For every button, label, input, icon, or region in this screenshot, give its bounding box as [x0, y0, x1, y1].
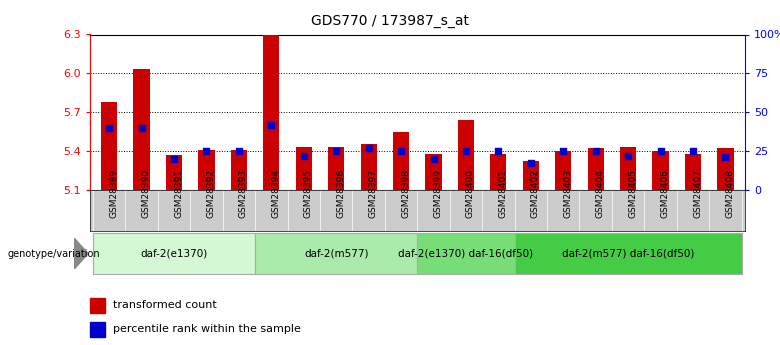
Bar	[90, 298, 105, 313]
Bar	[491, 154, 506, 190]
Bar	[587, 148, 604, 190]
Text: GSM28394: GSM28394	[271, 169, 280, 218]
Point	[686, 148, 699, 154]
Bar	[263, 34, 279, 190]
Point	[168, 156, 180, 161]
Text: GSM28403: GSM28403	[563, 169, 573, 218]
Text: GSM28406: GSM28406	[661, 169, 669, 218]
Bar	[328, 147, 344, 190]
Text: GSM28408: GSM28408	[725, 169, 735, 218]
Bar	[296, 147, 312, 190]
Text: percentile rank within the sample: percentile rank within the sample	[113, 325, 301, 334]
Bar	[425, 154, 441, 190]
FancyBboxPatch shape	[93, 233, 255, 274]
Text: genotype/variation: genotype/variation	[8, 249, 101, 258]
Polygon shape	[74, 238, 88, 269]
Point	[459, 148, 472, 154]
Point	[265, 122, 278, 127]
FancyBboxPatch shape	[417, 233, 515, 274]
Text: GSM28392: GSM28392	[207, 169, 215, 218]
Bar	[652, 151, 668, 190]
Point	[557, 148, 569, 154]
Text: GSM28398: GSM28398	[401, 169, 410, 218]
Text: GSM28393: GSM28393	[239, 169, 248, 218]
Text: GSM28391: GSM28391	[174, 169, 183, 218]
Text: GSM28400: GSM28400	[466, 169, 475, 218]
Text: GSM28399: GSM28399	[434, 169, 442, 218]
Bar	[685, 154, 701, 190]
Text: GSM28402: GSM28402	[531, 169, 540, 218]
Text: GSM28407: GSM28407	[693, 169, 702, 218]
Text: daf-2(e1370): daf-2(e1370)	[140, 249, 207, 258]
Bar	[231, 150, 247, 190]
Text: GDS770 / 173987_s_at: GDS770 / 173987_s_at	[311, 14, 469, 28]
Bar	[458, 120, 474, 190]
Text: GSM28396: GSM28396	[336, 169, 346, 218]
Point	[492, 148, 505, 154]
Point	[395, 148, 407, 154]
Point	[719, 154, 732, 160]
Bar	[393, 131, 410, 190]
FancyBboxPatch shape	[255, 233, 417, 274]
Text: daf-2(m577): daf-2(m577)	[304, 249, 368, 258]
Point	[136, 125, 148, 130]
Text: daf-2(m577) daf-16(df50): daf-2(m577) daf-16(df50)	[562, 249, 694, 258]
Bar	[198, 150, 215, 190]
Point	[654, 148, 667, 154]
Text: GSM28397: GSM28397	[369, 169, 378, 218]
Bar	[555, 151, 572, 190]
Bar	[620, 147, 636, 190]
Text: GSM28395: GSM28395	[303, 169, 313, 218]
Point	[525, 160, 537, 166]
Bar	[101, 102, 117, 190]
Text: GSM28401: GSM28401	[498, 169, 507, 218]
Point	[330, 148, 342, 154]
Bar	[133, 69, 150, 190]
Bar	[90, 322, 105, 337]
Text: daf-2(e1370) daf-16(df50): daf-2(e1370) daf-16(df50)	[399, 249, 534, 258]
Text: GSM28390: GSM28390	[142, 169, 151, 218]
FancyBboxPatch shape	[515, 233, 742, 274]
Text: GSM28405: GSM28405	[628, 169, 637, 218]
Point	[200, 148, 213, 154]
Point	[297, 153, 310, 158]
Point	[103, 125, 115, 130]
Text: GSM28404: GSM28404	[596, 169, 604, 218]
Text: GSM28389: GSM28389	[109, 169, 118, 218]
Point	[590, 148, 602, 154]
Text: transformed count: transformed count	[113, 300, 217, 310]
Bar	[718, 148, 733, 190]
Bar	[360, 145, 377, 190]
Point	[622, 153, 634, 158]
Bar	[523, 161, 539, 190]
Point	[232, 148, 245, 154]
Point	[363, 145, 375, 150]
Bar	[166, 155, 183, 190]
Point	[427, 156, 440, 161]
